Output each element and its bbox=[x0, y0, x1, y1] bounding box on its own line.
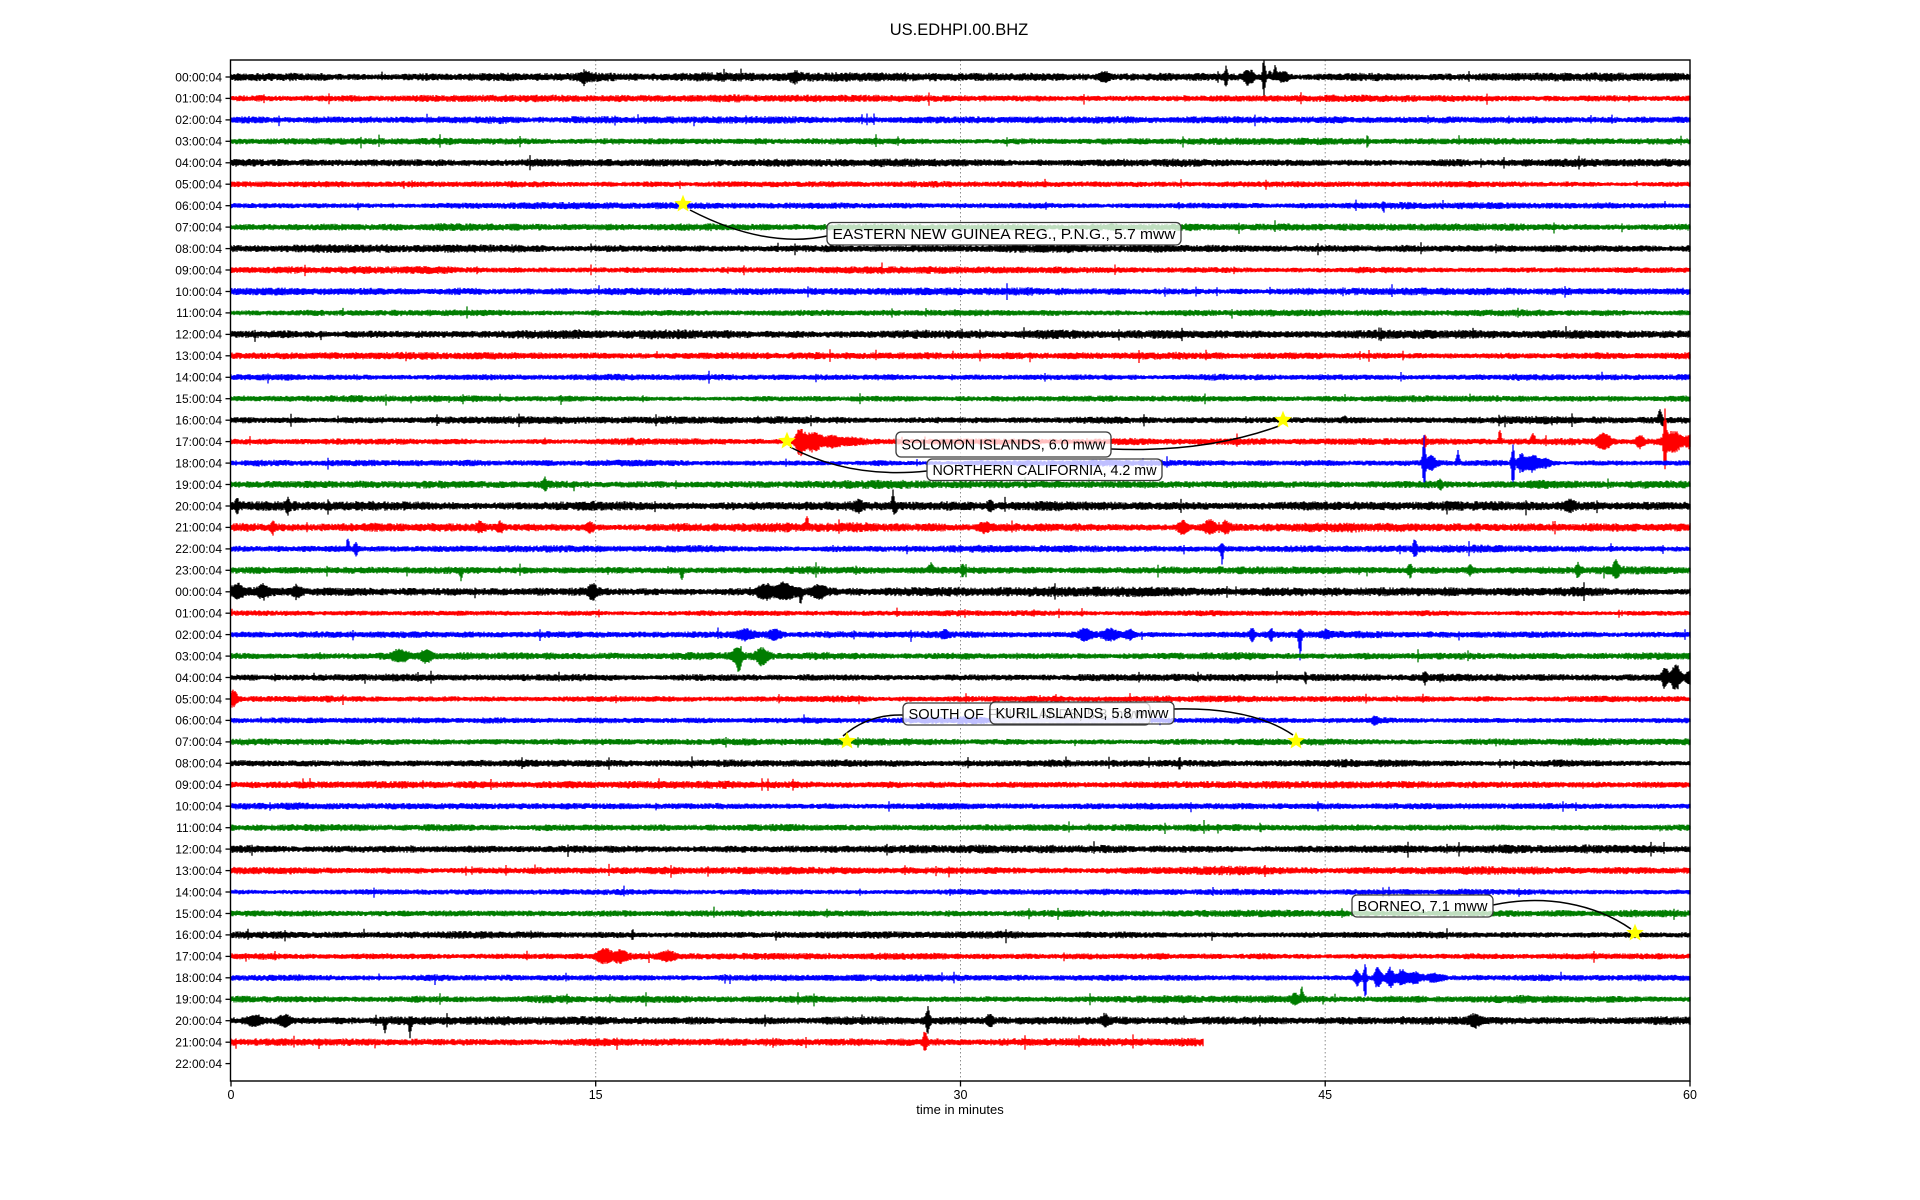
svg-text:18:00:04: 18:00:04 bbox=[175, 456, 222, 470]
svg-text:0: 0 bbox=[228, 1088, 235, 1102]
svg-text:23:00:04: 23:00:04 bbox=[175, 564, 222, 578]
svg-text:10:00:04: 10:00:04 bbox=[175, 285, 222, 299]
svg-text:22:00:04: 22:00:04 bbox=[175, 542, 222, 556]
svg-text:15:00:04: 15:00:04 bbox=[175, 907, 222, 921]
svg-text:04:00:04: 04:00:04 bbox=[175, 156, 222, 170]
svg-text:15: 15 bbox=[589, 1088, 603, 1102]
svg-text:KURIL ISLANDS, 5.8 mww: KURIL ISLANDS, 5.8 mww bbox=[996, 705, 1169, 722]
svg-text:17:00:04: 17:00:04 bbox=[175, 950, 222, 964]
svg-text:time in minutes: time in minutes bbox=[916, 1102, 1004, 1117]
svg-text:45: 45 bbox=[1318, 1088, 1332, 1102]
svg-text:18:00:04: 18:00:04 bbox=[175, 971, 222, 985]
svg-text:01:00:04: 01:00:04 bbox=[175, 92, 222, 106]
svg-text:09:00:04: 09:00:04 bbox=[175, 263, 222, 277]
svg-text:14:00:04: 14:00:04 bbox=[175, 885, 222, 899]
svg-text:NORTHERN CALIFORNIA, 4.2 mw: NORTHERN CALIFORNIA, 4.2 mw bbox=[933, 462, 1157, 479]
svg-text:04:00:04: 04:00:04 bbox=[175, 671, 222, 685]
svg-text:05:00:04: 05:00:04 bbox=[175, 178, 222, 192]
svg-text:03:00:04: 03:00:04 bbox=[175, 649, 222, 663]
svg-text:60: 60 bbox=[1683, 1088, 1697, 1102]
svg-text:06:00:04: 06:00:04 bbox=[175, 199, 222, 213]
svg-text:00:00:04: 00:00:04 bbox=[175, 70, 222, 84]
svg-text:01:00:04: 01:00:04 bbox=[175, 607, 222, 621]
svg-text:10:00:04: 10:00:04 bbox=[175, 800, 222, 814]
svg-text:14:00:04: 14:00:04 bbox=[175, 371, 222, 385]
svg-text:EASTERN NEW GUINEA REG., P.N.G: EASTERN NEW GUINEA REG., P.N.G., 5.7 mww bbox=[833, 226, 1176, 243]
svg-text:11:00:04: 11:00:04 bbox=[176, 306, 222, 320]
svg-text:02:00:04: 02:00:04 bbox=[175, 628, 222, 642]
svg-text:13:00:04: 13:00:04 bbox=[175, 864, 222, 878]
svg-text:16:00:04: 16:00:04 bbox=[175, 928, 222, 942]
svg-text:13:00:04: 13:00:04 bbox=[175, 349, 222, 363]
svg-text:19:00:04: 19:00:04 bbox=[175, 478, 222, 492]
svg-text:06:00:04: 06:00:04 bbox=[175, 714, 222, 728]
svg-text:07:00:04: 07:00:04 bbox=[175, 735, 222, 749]
svg-text:08:00:04: 08:00:04 bbox=[175, 242, 222, 256]
svg-text:12:00:04: 12:00:04 bbox=[175, 328, 222, 342]
svg-text:BORNEO, 7.1 mww: BORNEO, 7.1 mww bbox=[1358, 898, 1488, 915]
svg-text:03:00:04: 03:00:04 bbox=[175, 135, 222, 149]
svg-text:16:00:04: 16:00:04 bbox=[175, 414, 222, 428]
svg-text:15:00:04: 15:00:04 bbox=[175, 392, 222, 406]
svg-text:17:00:04: 17:00:04 bbox=[175, 435, 222, 449]
svg-text:09:00:04: 09:00:04 bbox=[175, 778, 222, 792]
svg-text:21:00:04: 21:00:04 bbox=[175, 521, 222, 535]
svg-text:08:00:04: 08:00:04 bbox=[175, 757, 222, 771]
svg-text:20:00:04: 20:00:04 bbox=[175, 499, 222, 513]
svg-text:19:00:04: 19:00:04 bbox=[175, 993, 222, 1007]
svg-text:07:00:04: 07:00:04 bbox=[175, 220, 222, 234]
svg-text:00:00:04: 00:00:04 bbox=[175, 585, 222, 599]
svg-text:30: 30 bbox=[954, 1088, 968, 1102]
svg-text:12:00:04: 12:00:04 bbox=[175, 842, 222, 856]
svg-text:SOLOMON ISLANDS, 6.0 mww: SOLOMON ISLANDS, 6.0 mww bbox=[902, 437, 1106, 454]
svg-text:20:00:04: 20:00:04 bbox=[175, 1014, 222, 1028]
svg-text:22:00:04: 22:00:04 bbox=[175, 1057, 222, 1071]
svg-text:11:00:04: 11:00:04 bbox=[176, 821, 222, 835]
svg-text:02:00:04: 02:00:04 bbox=[175, 113, 222, 127]
svg-text:21:00:04: 21:00:04 bbox=[175, 1036, 222, 1050]
svg-text:US.EDHPI.00.BHZ: US.EDHPI.00.BHZ bbox=[890, 21, 1028, 39]
svg-text:05:00:04: 05:00:04 bbox=[175, 692, 222, 706]
